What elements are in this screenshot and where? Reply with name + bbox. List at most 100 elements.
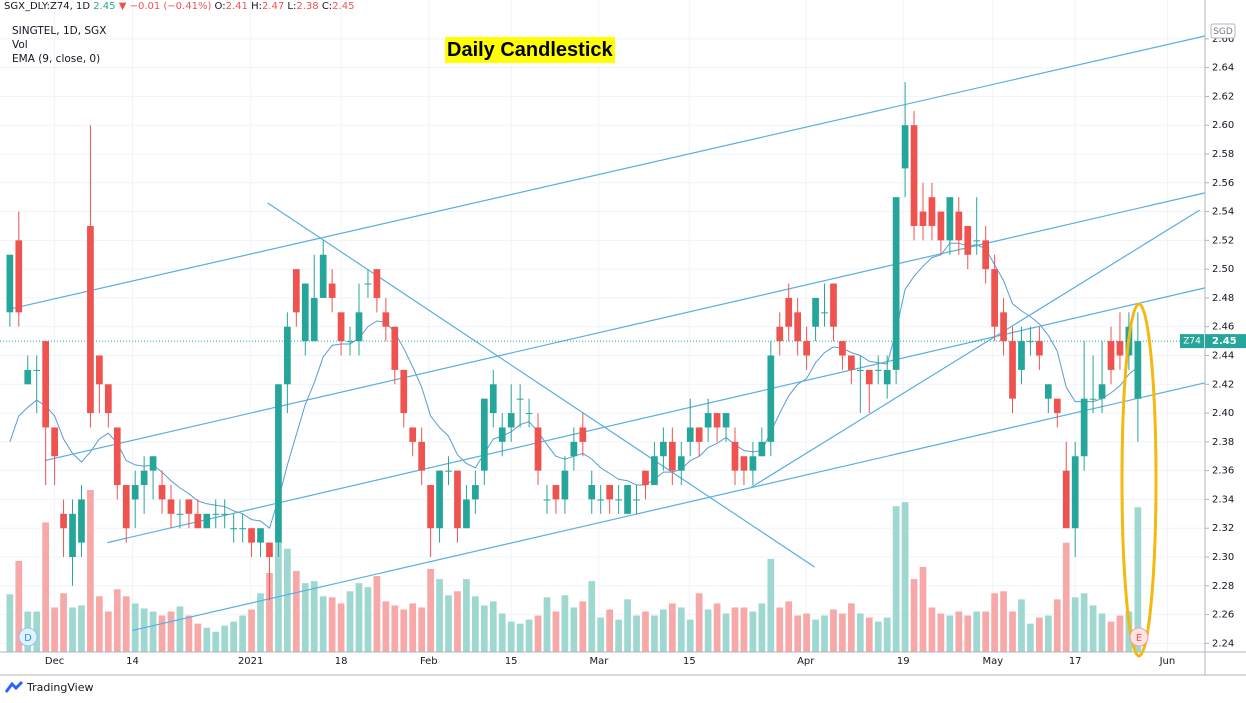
volume-bar — [776, 607, 784, 652]
volume-bar — [176, 606, 184, 652]
candle-body — [185, 499, 193, 514]
candle-body — [561, 470, 569, 500]
candle-body — [346, 341, 354, 343]
candle-body — [677, 456, 685, 471]
volume-bar — [534, 615, 542, 652]
candle-body — [364, 283, 372, 285]
last-price: 2.45 — [93, 1, 116, 12]
candle-body — [570, 441, 578, 457]
candle-body — [624, 485, 631, 514]
volume-bar — [543, 597, 551, 652]
candle-body — [1062, 470, 1070, 529]
volume-bar — [901, 502, 909, 652]
candle-body — [543, 499, 551, 501]
marker-d[interactable] — [18, 627, 38, 647]
y-tick-label: 2.44 — [1212, 351, 1234, 362]
volume-bar — [346, 591, 354, 652]
brand-logo — [4, 680, 24, 693]
volume-bar — [883, 617, 891, 652]
volume-bar — [794, 615, 802, 652]
ohlc-value: 2.41 — [225, 1, 248, 12]
volume-bar — [194, 623, 202, 652]
volume-bar — [1107, 621, 1115, 652]
y-tick-label: 2.26 — [1212, 610, 1234, 621]
volume-bar — [292, 571, 300, 652]
candle-body — [704, 413, 712, 428]
volume-bar — [830, 609, 837, 652]
candle-body — [266, 542, 273, 558]
volume-bar — [87, 490, 94, 652]
volume-bar — [1009, 611, 1016, 652]
volume-bar — [910, 579, 918, 652]
y-tick-label: 2.42 — [1212, 379, 1234, 390]
volume-bar — [409, 603, 417, 652]
volume-bar — [1000, 591, 1007, 652]
axes: 2.24 2.26 2.28 2.30 2.32 2.34 2.36 2.38 2.40 2.42… — [0, 0, 1246, 676]
legend-entry: SINGTEL, 1D, SGX — [12, 25, 107, 37]
volume-bar — [579, 601, 587, 652]
volume — [6, 490, 1142, 652]
candle-body — [1098, 384, 1106, 399]
volume-bar — [472, 596, 479, 652]
volume-bar — [964, 615, 972, 652]
y-tick-label: 2.28 — [1212, 581, 1234, 592]
ohlc-value: 2.45 — [332, 1, 355, 12]
candle-body — [964, 225, 972, 255]
candle-body — [328, 283, 336, 298]
candle-body — [1018, 341, 1025, 370]
volume-bar — [436, 579, 443, 652]
volume-bar — [328, 597, 336, 652]
y-tick-label: 2.40 — [1212, 408, 1234, 419]
candle-body — [794, 312, 802, 342]
trendline — [132, 382, 1206, 631]
volume-bar — [749, 611, 757, 652]
volume-bar — [1071, 597, 1079, 652]
volume-bar — [96, 596, 103, 652]
volume-bar — [480, 605, 488, 652]
volume-bar — [248, 609, 255, 652]
volume-bar — [955, 611, 963, 652]
y-tick-label: 2.32 — [1212, 523, 1234, 534]
candle-body — [803, 341, 810, 356]
volume-bar — [418, 607, 426, 652]
header: SGX_DLY:Z74, 1D 2.45 ▼ −0.01 (−0.41%) O:… — [4, 0, 354, 13]
volume-bar — [364, 587, 372, 652]
candle-body — [445, 470, 452, 472]
marker-e[interactable] — [1129, 627, 1149, 647]
trendline — [7, 35, 1206, 311]
legend-entry: Vol — [12, 39, 28, 51]
volume-bar — [946, 615, 954, 652]
volume-bar — [310, 581, 318, 652]
volume-bar — [642, 611, 649, 652]
candle-body — [454, 470, 461, 529]
candle-body — [310, 297, 318, 342]
candle-body — [982, 240, 990, 270]
candle-body — [24, 369, 32, 385]
volume-bar — [301, 583, 309, 652]
volume-bar — [51, 607, 58, 652]
volume-bar — [445, 595, 452, 652]
candle-body — [606, 485, 614, 500]
volume-bar — [731, 607, 739, 652]
candle-body — [319, 254, 327, 298]
volume-bar — [391, 605, 399, 652]
volume-bar — [1080, 593, 1088, 652]
volume-bar — [373, 576, 381, 652]
candle-body — [87, 225, 94, 414]
volume-bar — [677, 607, 685, 652]
candle-body — [579, 427, 587, 442]
candle-body — [355, 312, 363, 342]
x-tick-label: Feb — [420, 656, 438, 667]
candle-body — [713, 413, 721, 428]
candle-body — [516, 398, 524, 400]
candle-body — [1027, 341, 1034, 343]
volume-bar — [1098, 613, 1106, 652]
candle-body — [42, 341, 50, 428]
currency-box — [1210, 23, 1236, 39]
volume-bar — [400, 609, 408, 652]
volume-bar — [1044, 615, 1052, 652]
volume-bar — [1116, 615, 1124, 652]
volume-bar — [722, 613, 730, 652]
volume-bar — [812, 619, 819, 652]
volume-bar — [919, 566, 927, 652]
